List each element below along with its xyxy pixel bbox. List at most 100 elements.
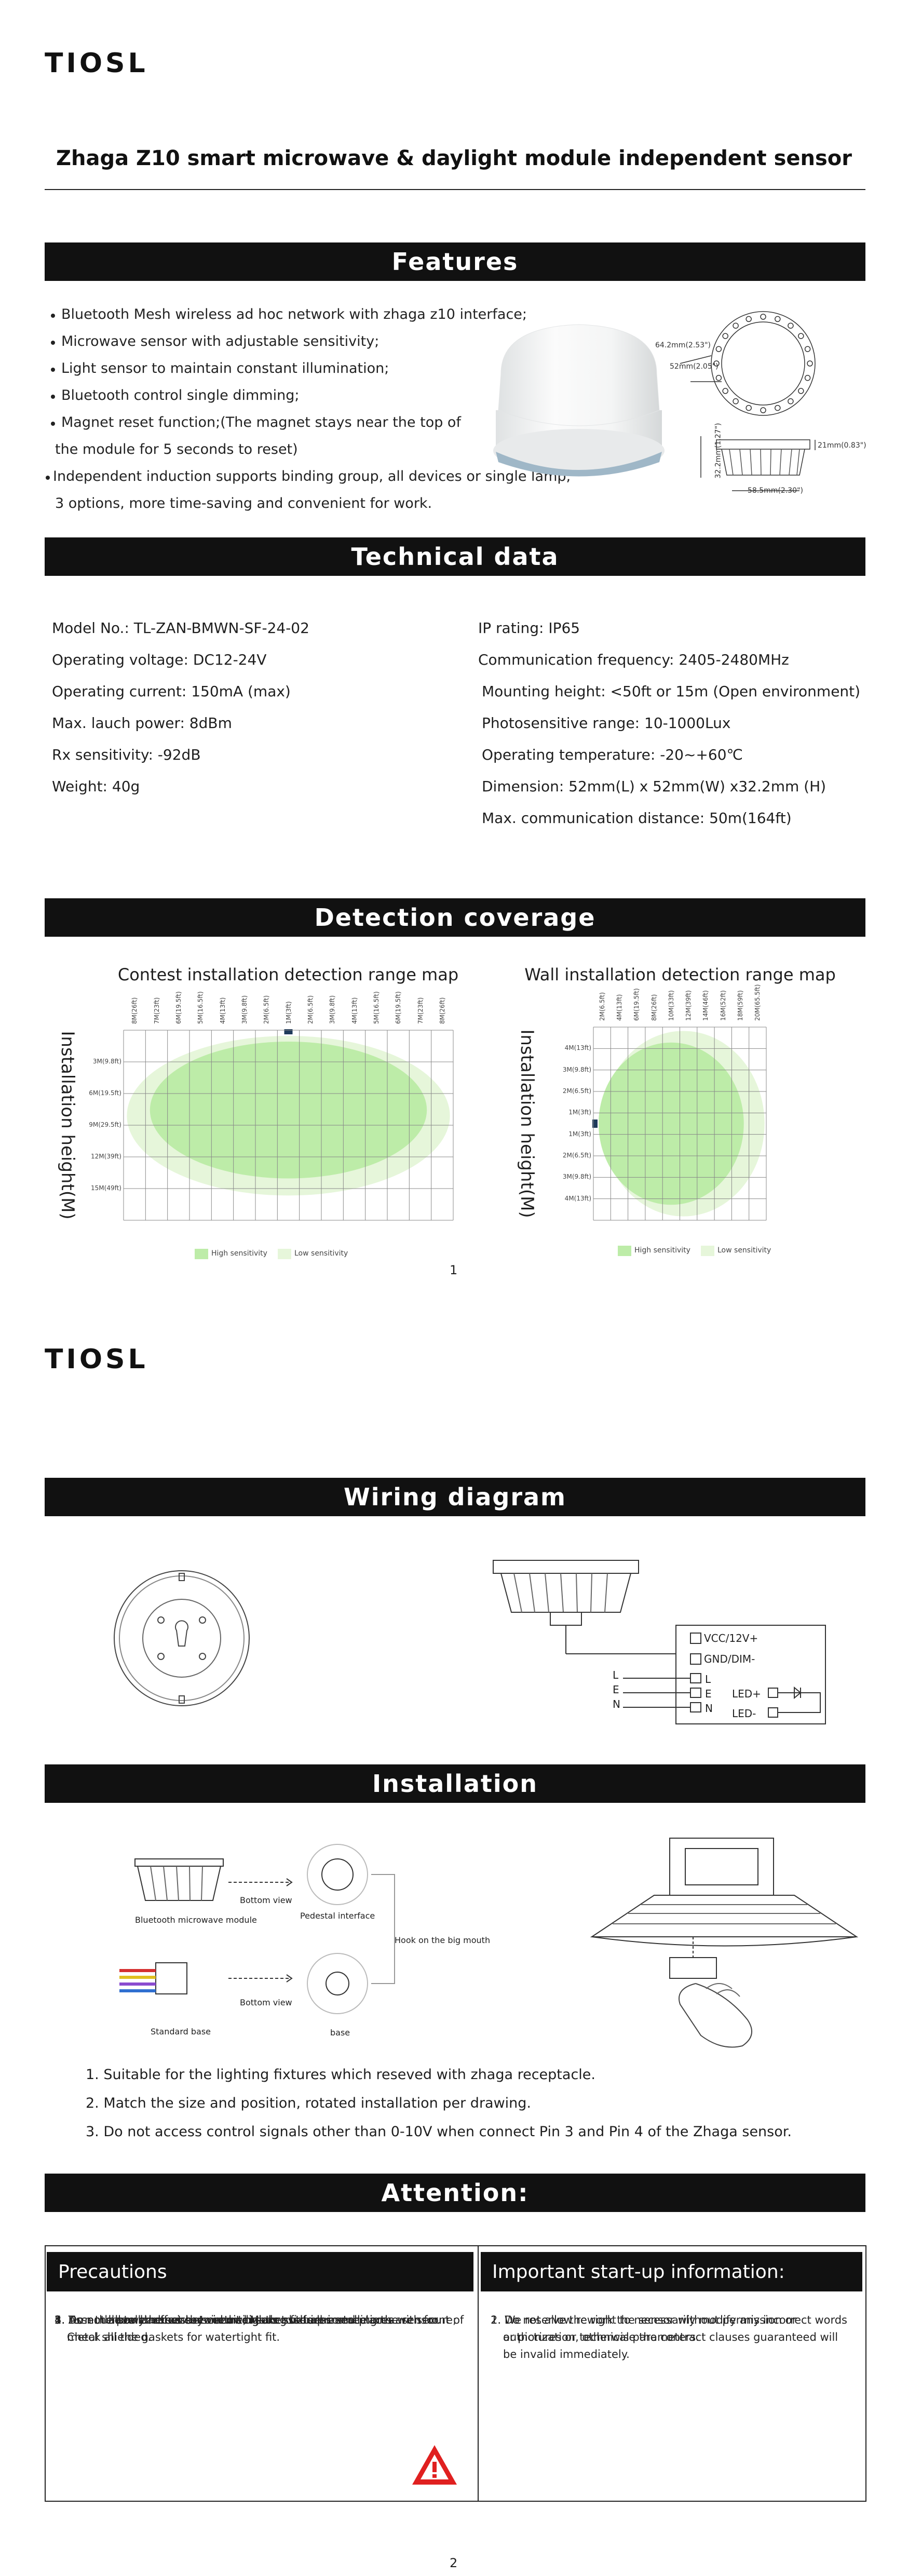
map-top-label: 4M(13ft)	[219, 997, 226, 1024]
spec-item: Max. communication distance: 50m(164ft)	[482, 810, 792, 827]
map-top-label: 2M(6.5ft)	[306, 995, 314, 1024]
led-dot	[807, 360, 813, 367]
led-dot	[788, 398, 794, 404]
startup-title: Important start-up information:	[492, 2261, 785, 2283]
mains-label: N	[613, 1698, 620, 1710]
section-heading: Detection coverage	[314, 903, 596, 932]
precautions-header: Precautions	[47, 2252, 473, 2291]
spec-item: Dimension: 52mm(L) x 52mm(W) x32.2mm (H)	[482, 778, 826, 795]
warning-icon	[412, 2445, 457, 2485]
installation-label: base	[330, 2028, 350, 2038]
section-bar: Features	[45, 242, 865, 281]
bullet-dot	[51, 368, 55, 372]
section-heading: Features	[391, 248, 519, 276]
startup-header: Important start-up information:	[481, 2252, 862, 2291]
list-item: 2. Do not allow bare wires to show; Made…	[55, 2314, 457, 2343]
section-bar: Installation	[45, 1764, 865, 1803]
map-top-label: 3M(9.8ft)	[329, 995, 336, 1024]
attention-divider	[478, 2245, 479, 2501]
logo: TIOSL	[45, 48, 148, 79]
led-dot	[804, 375, 811, 381]
map-top-label: 3M(9.8ft)	[240, 995, 248, 1024]
legend-swatch	[195, 1249, 208, 1259]
product-photo	[493, 324, 665, 477]
spec-item: Rx sensitivity: -92dB	[52, 746, 201, 763]
section-bar: Technical data	[45, 537, 865, 576]
led-dot	[788, 322, 794, 329]
led-dot	[746, 316, 752, 322]
feature-text: Microwave sensor with adjustable sensiti…	[61, 333, 380, 349]
installation-parts	[119, 1844, 395, 2014]
sensor-marker	[592, 1120, 598, 1128]
range-map	[123, 1029, 454, 1221]
installation-note: 3. Do not access control signals other t…	[86, 2124, 792, 2140]
led-dot	[722, 333, 728, 339]
dimension-drawing	[680, 311, 816, 491]
mains-label: E	[613, 1683, 619, 1696]
map-side-label: 3M(9.8ft)	[92, 1058, 121, 1065]
page-number: 2	[450, 2556, 458, 2570]
map-top-label: 5M(16.5ft)	[372, 991, 380, 1024]
map-side-label: 1M(3ft)	[568, 1109, 591, 1116]
installation-label: Hook on the big mouth	[395, 1935, 491, 1945]
list-item: 1. We reserve the right to necessarily m…	[491, 2314, 848, 2343]
led-dot	[760, 314, 766, 320]
spec-item: Operating current: 150mA (max)	[52, 683, 291, 700]
map-title: Contest installation detection range map	[117, 965, 459, 984]
map-side-label: 15M(49ft)	[91, 1184, 121, 1192]
led-label: LED+	[732, 1688, 761, 1700]
led-dot	[715, 375, 722, 381]
led-dot	[804, 346, 811, 352]
map-top-label: 8M(26ft)	[131, 997, 139, 1024]
section-heading: Installation	[372, 1770, 538, 1798]
bullet-dot	[51, 314, 55, 318]
bullet-dot	[51, 341, 55, 345]
led-dot	[722, 388, 728, 394]
page-number: 1	[450, 1263, 458, 1277]
section-heading: Wiring diagram	[344, 1483, 566, 1511]
spec-item: Photosensitive range: 10-1000Lux	[482, 714, 731, 732]
spec-item: Max. lauch power: 8dBm	[52, 714, 232, 732]
feature-text: Light sensor to maintain constant illumi…	[61, 360, 389, 376]
installation-label: Standard base	[151, 2027, 211, 2036]
range-map	[592, 1027, 767, 1221]
section-bar: Attention:	[45, 2174, 865, 2212]
bullet-dot	[51, 422, 55, 426]
mains-label: L	[613, 1669, 619, 1681]
precautions-title: Precautions	[58, 2261, 167, 2283]
feature-text: 3 options, more time-saving and convenie…	[55, 495, 432, 511]
led-dot	[715, 346, 722, 352]
map-top-label: 12M(39ft)	[685, 990, 693, 1021]
map-top-label: 10M(33ft)	[667, 990, 675, 1021]
bullet-dot	[46, 476, 50, 480]
axis-title: Installation height(M)	[57, 1031, 78, 1220]
feature-text: the module for 5 seconds to reset)	[55, 441, 298, 457]
spec-item: Communication frequency: 2405-2480MHz	[478, 651, 789, 668]
map-top-label: 6M(19.5ft)	[633, 988, 641, 1021]
map-top-label: 6M(19.5ft)	[395, 991, 402, 1024]
legend-label: High sensitivity	[211, 1249, 267, 1258]
map-top-label: 2M(6.5ft)	[263, 995, 270, 1024]
led-dot	[775, 316, 781, 322]
map-top-label: 6M(19.5ft)	[174, 991, 182, 1024]
list-item: 4. Do not install the sensors in the lig…	[55, 2314, 464, 2343]
document-title: Zhaga Z10 smart microwave & daylight mod…	[56, 146, 852, 170]
map-side-label: 9M(29.5ft)	[89, 1121, 121, 1128]
installation-label: Bluetooth microwave module	[135, 1915, 257, 1925]
section-heading: Attention:	[381, 2179, 529, 2207]
map-side-label: 2M(6.5ft)	[562, 1152, 591, 1159]
terminal-label: GND/DIM-	[704, 1653, 755, 1665]
led-dot	[733, 398, 739, 404]
spec-item: Mounting height: <50ft or 15m (Open envi…	[482, 683, 861, 700]
section-bar: Detection coverage	[45, 898, 865, 937]
feature-text: Magnet reset function;(The magnet stays …	[61, 414, 461, 430]
installation-note: 2. Match the size and position, rotated …	[86, 2095, 532, 2111]
map-side-label: 12M(39ft)	[91, 1153, 121, 1160]
map-title: Wall installation detection range map	[524, 965, 836, 984]
map-side-label: 4M(13ft)	[564, 1194, 591, 1202]
installation-label: Bottom view	[240, 1895, 292, 1905]
legend-label: Low sensitivity	[717, 1246, 771, 1255]
map-top-label: 5M(16.5ft)	[197, 991, 205, 1024]
bullet-dot	[51, 395, 55, 399]
